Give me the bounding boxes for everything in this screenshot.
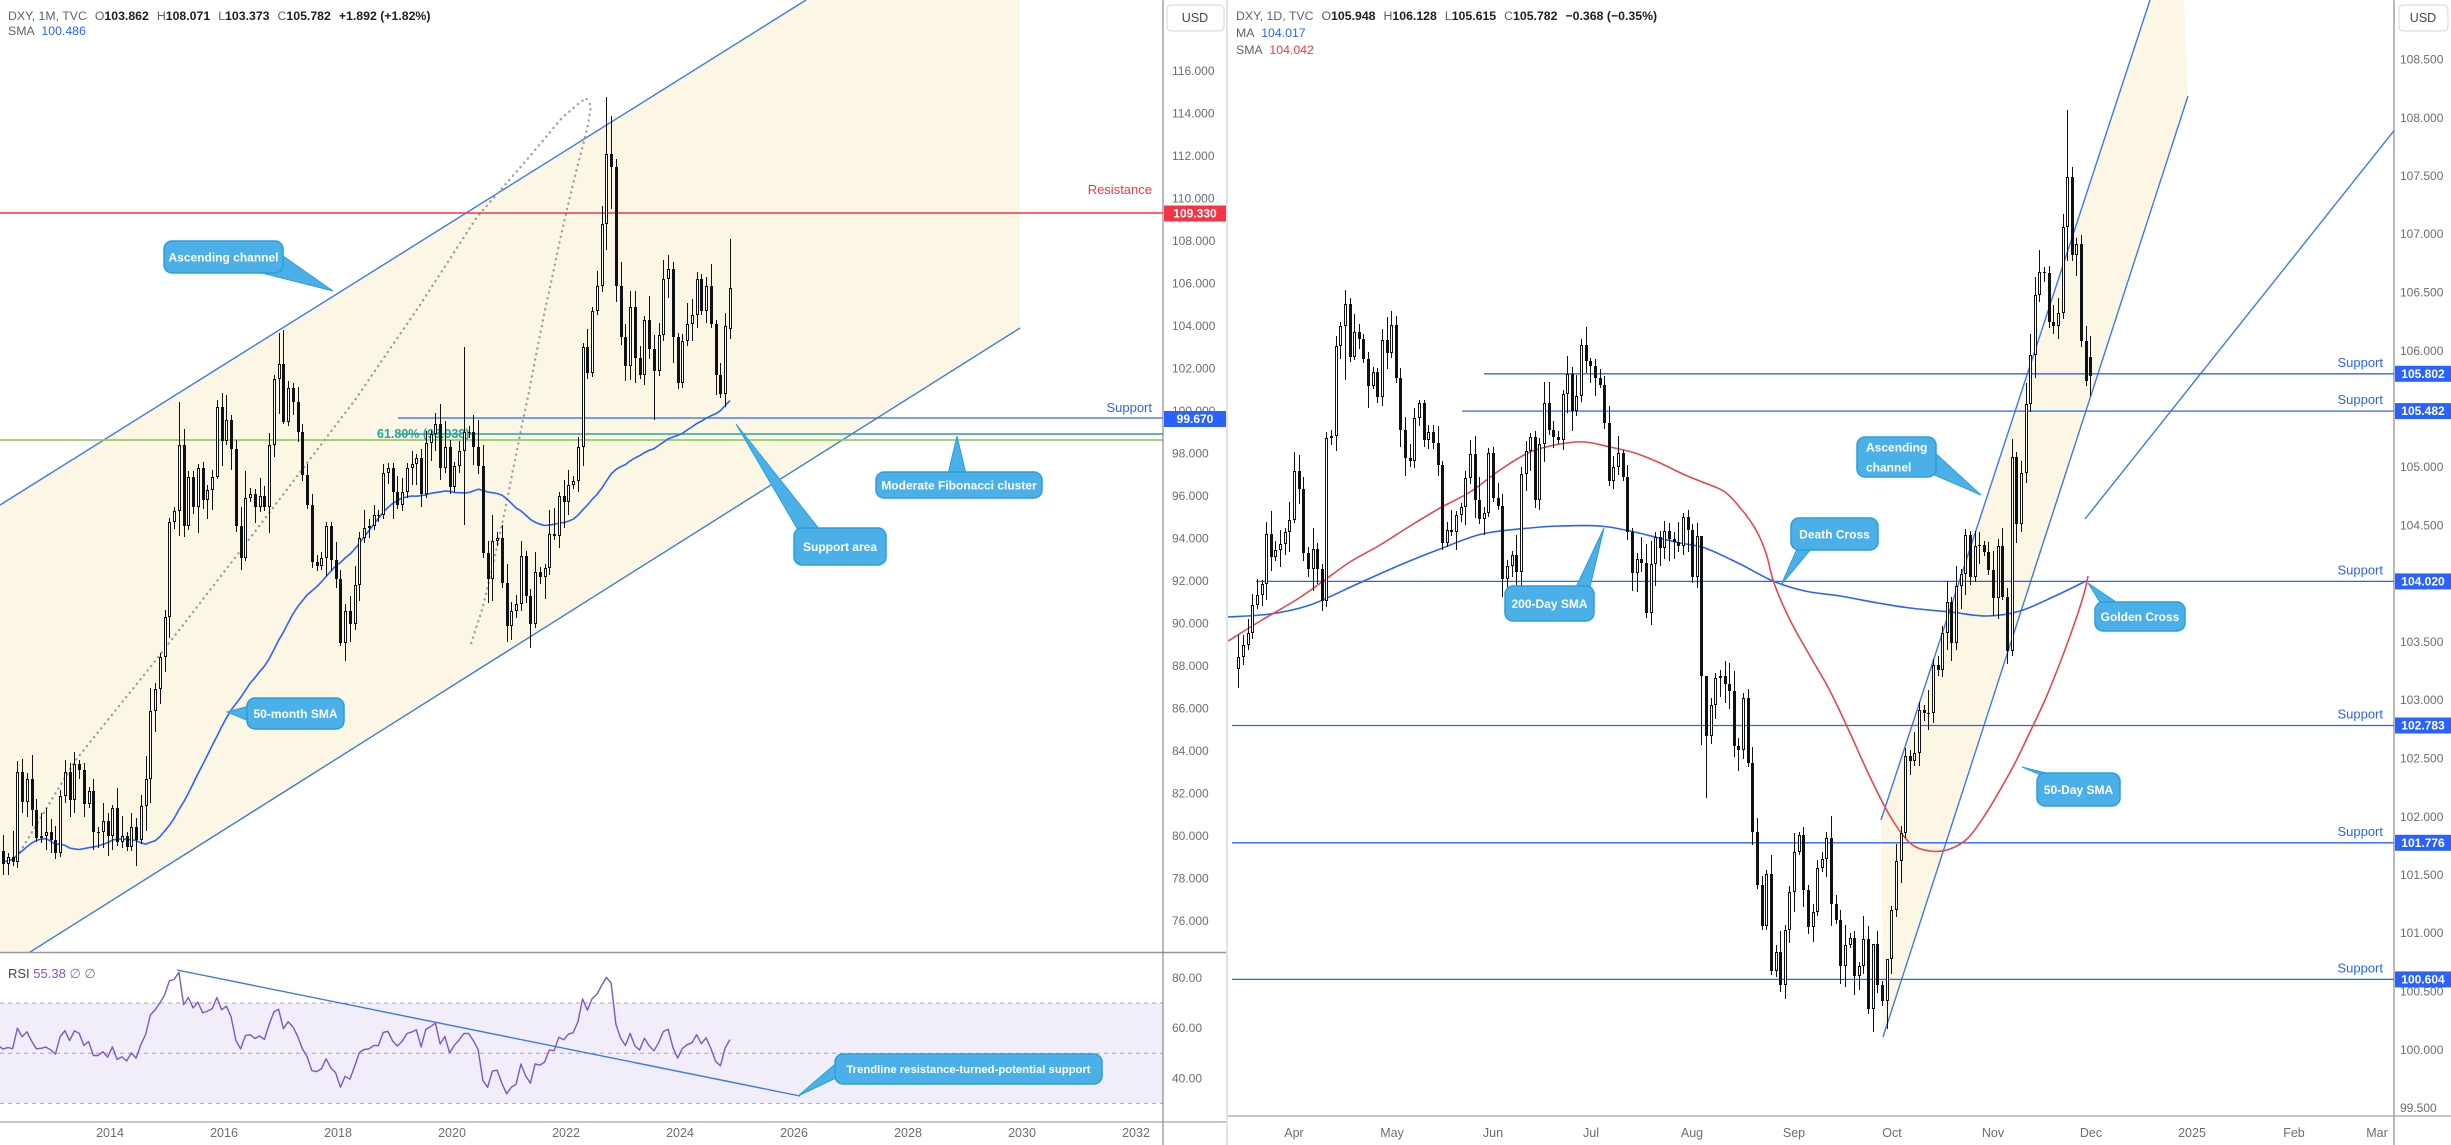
- svg-text:102.000: 102.000: [2400, 810, 2444, 824]
- svg-text:2018: 2018: [324, 1126, 352, 1140]
- svg-text:106.000: 106.000: [2400, 344, 2444, 358]
- svg-text:99.670: 99.670: [1177, 412, 1214, 426]
- svg-text:2026: 2026: [780, 1126, 808, 1140]
- svg-text:105.482: 105.482: [2401, 404, 2445, 418]
- svg-text:100.604: 100.604: [2401, 972, 2445, 986]
- svg-text:Support: Support: [2337, 355, 2383, 370]
- svg-text:SMA 104.042: SMA 104.042: [1236, 43, 1314, 57]
- svg-text:108.500: 108.500: [2400, 53, 2444, 67]
- svg-text:2032: 2032: [1122, 1126, 1150, 1140]
- svg-text:Feb: Feb: [2283, 1126, 2305, 1140]
- svg-text:Support area: Support area: [803, 540, 877, 554]
- svg-text:100.000: 100.000: [2400, 1043, 2444, 1057]
- svg-text:92.000: 92.000: [1172, 574, 1209, 588]
- svg-text:101.776: 101.776: [2401, 836, 2445, 850]
- svg-text:90.000: 90.000: [1172, 617, 1209, 631]
- svg-text:96.000: 96.000: [1172, 489, 1209, 503]
- svg-text:61.80% (98.938): 61.80% (98.938): [377, 427, 469, 441]
- svg-text:108.000: 108.000: [2400, 111, 2444, 125]
- svg-text:103.500: 103.500: [2400, 635, 2444, 649]
- svg-text:102.000: 102.000: [1172, 362, 1216, 376]
- svg-text:78.000: 78.000: [1172, 872, 1209, 886]
- svg-text:84.000: 84.000: [1172, 744, 1209, 758]
- svg-text:103.000: 103.000: [2400, 693, 2444, 707]
- svg-text:MA 104.017: MA 104.017: [1236, 26, 1306, 40]
- svg-text:Ascending: Ascending: [1866, 440, 1927, 454]
- svg-text:106.000: 106.000: [1172, 277, 1216, 291]
- svg-text:May: May: [1380, 1126, 1404, 1140]
- svg-text:94.000: 94.000: [1172, 532, 1209, 546]
- svg-text:Jul: Jul: [1583, 1126, 1599, 1140]
- svg-text:114.000: 114.000: [1172, 107, 1215, 121]
- svg-text:108.000: 108.000: [1172, 234, 1216, 248]
- svg-text:Aug: Aug: [1681, 1126, 1703, 1140]
- svg-text:Support: Support: [2337, 562, 2383, 577]
- svg-text:2024: 2024: [666, 1126, 694, 1140]
- svg-text:Moderate Fibonacci cluster: Moderate Fibonacci cluster: [881, 478, 1037, 492]
- svg-text:Nov: Nov: [1982, 1126, 2005, 1140]
- svg-text:Support: Support: [2337, 824, 2383, 839]
- svg-text:Support: Support: [1106, 400, 1152, 415]
- svg-text:channel: channel: [1866, 460, 1911, 474]
- svg-text:76.000: 76.000: [1172, 914, 1209, 928]
- svg-text:Sep: Sep: [1783, 1126, 1805, 1140]
- svg-text:101.500: 101.500: [2400, 868, 2444, 882]
- svg-text:2025: 2025: [2178, 1126, 2206, 1140]
- svg-text:99.500: 99.500: [2400, 1101, 2437, 1115]
- svg-text:104.500: 104.500: [2400, 519, 2444, 533]
- svg-text:98.000: 98.000: [1172, 447, 1209, 461]
- svg-text:102.500: 102.500: [2400, 752, 2444, 766]
- svg-text:104.020: 104.020: [2401, 574, 2445, 588]
- svg-text:40.00: 40.00: [1172, 1072, 1202, 1086]
- svg-text:101.000: 101.000: [2400, 926, 2444, 940]
- svg-text:SMA 100.486: SMA 100.486: [8, 24, 86, 38]
- svg-text:USD: USD: [1182, 11, 1208, 25]
- svg-text:Support: Support: [2337, 392, 2383, 407]
- svg-text:Support: Support: [2337, 960, 2383, 975]
- svg-text:107.500: 107.500: [2400, 169, 2444, 183]
- svg-text:104.000: 104.000: [1172, 319, 1216, 333]
- svg-text:110.000: 110.000: [1172, 192, 1215, 206]
- svg-text:60.00: 60.00: [1172, 1021, 1202, 1035]
- svg-text:2022: 2022: [552, 1126, 580, 1140]
- svg-text:100.500: 100.500: [2400, 985, 2444, 999]
- svg-text:Apr: Apr: [1284, 1126, 1303, 1140]
- svg-text:116.000: 116.000: [1172, 64, 1215, 78]
- svg-text:Oct: Oct: [1882, 1126, 1902, 1140]
- svg-text:Jun: Jun: [1483, 1126, 1503, 1140]
- svg-text:Trendline resistance-turned-po: Trendline resistance-turned-potential su…: [846, 1064, 1090, 1076]
- svg-text:Death Cross: Death Cross: [1799, 527, 1870, 541]
- svg-text:105.802: 105.802: [2401, 367, 2445, 381]
- svg-text:2028: 2028: [894, 1126, 922, 1140]
- svg-text:82.000: 82.000: [1172, 787, 1209, 801]
- svg-text:86.000: 86.000: [1172, 702, 1209, 716]
- svg-text:Golden Cross: Golden Cross: [2101, 610, 2180, 624]
- svg-text:50-Day SMA: 50-Day SMA: [2044, 783, 2114, 797]
- svg-text:Resistance: Resistance: [1088, 182, 1152, 197]
- svg-text:Ascending channel: Ascending channel: [168, 250, 278, 264]
- svg-text:Support: Support: [2337, 707, 2383, 722]
- svg-text:112.000: 112.000: [1172, 149, 1215, 163]
- svg-text:Dec: Dec: [2080, 1126, 2102, 1140]
- svg-text:80.00: 80.00: [1172, 971, 1202, 985]
- svg-text:105.000: 105.000: [2400, 460, 2444, 474]
- svg-text:102.783: 102.783: [2401, 719, 2445, 733]
- svg-text:107.000: 107.000: [2400, 227, 2444, 241]
- svg-text:80.000: 80.000: [1172, 829, 1209, 843]
- svg-text:Mar: Mar: [2366, 1126, 2388, 1140]
- svg-text:50-month SMA: 50-month SMA: [254, 707, 338, 721]
- svg-text:88.000: 88.000: [1172, 659, 1209, 673]
- svg-text:200-Day SMA: 200-Day SMA: [1511, 597, 1587, 611]
- svg-text:2014: 2014: [96, 1126, 124, 1140]
- svg-text:RSI 55.38 ∅ ∅: RSI 55.38 ∅ ∅: [8, 966, 96, 981]
- svg-text:2016: 2016: [210, 1126, 238, 1140]
- svg-text:USD: USD: [2410, 11, 2436, 25]
- svg-text:106.500: 106.500: [2400, 286, 2444, 300]
- svg-text:2030: 2030: [1008, 1126, 1036, 1140]
- svg-text:2020: 2020: [438, 1126, 466, 1140]
- svg-text:109.330: 109.330: [1173, 207, 1217, 221]
